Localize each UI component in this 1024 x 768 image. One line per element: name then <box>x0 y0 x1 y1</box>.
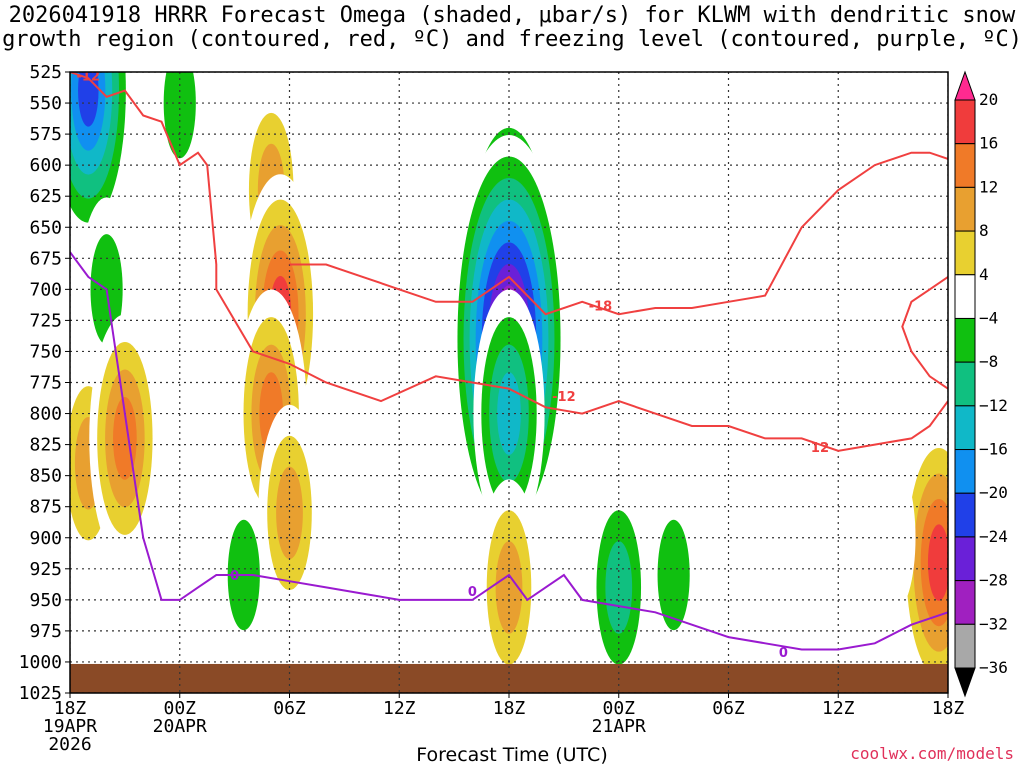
omega-cell-12 <box>276 466 303 560</box>
contour-label-6: 0 <box>779 646 788 661</box>
y-tick-label-0: 525 <box>29 62 62 83</box>
y-tick-label-4: 625 <box>29 186 62 207</box>
y-tick-label-12: 825 <box>29 435 62 456</box>
omega-cell-20 <box>657 519 690 631</box>
credit-text: coolwx.com/models <box>850 744 1014 763</box>
colorbar-label-3: 8 <box>979 221 989 240</box>
y-tick-label-6: 675 <box>29 248 62 269</box>
y-tick-label-9: 750 <box>29 341 62 362</box>
colorbar-label-9: −20 <box>979 483 1008 502</box>
colorbar-swatch-13 <box>954 623 976 669</box>
contour-label-2: -12 <box>552 390 576 405</box>
colorbar-label-10: −24 <box>979 527 1008 546</box>
omega-cell-7 <box>139 238 184 391</box>
plot-area: -12 -18 -12 12 0 0 0 <box>70 70 948 693</box>
colorbar-swatch-12 <box>954 580 976 625</box>
x-tick-label-5-0: 00Z <box>602 698 635 719</box>
x-tick-label-8-0: 18Z <box>932 698 965 719</box>
x-axis-title: Forecast Time (UTC) <box>416 744 608 766</box>
contour-label-0: -12 <box>77 70 101 85</box>
contour-label-4: 0 <box>230 569 239 584</box>
colorbar-swatch-3 <box>954 186 976 232</box>
y-tick-label-17: 950 <box>29 590 62 611</box>
contour-line-1 <box>289 151 948 316</box>
colorbar-label-0: 20 <box>979 90 998 109</box>
colorbar-swatch-4 <box>954 230 976 276</box>
y-tick-label-19: 1000 <box>19 652 62 673</box>
y-tick-label-2: 575 <box>29 124 62 145</box>
contour-label-5: 0 <box>468 585 477 600</box>
omega-cell-18 <box>431 511 477 664</box>
colorbar-label-13: −36 <box>979 658 1008 677</box>
y-tick-label-15: 900 <box>29 528 62 549</box>
omega-cell-19 <box>605 541 633 634</box>
x-tick-label-0-0: 18Z <box>54 698 87 719</box>
colorbar-swatch-11 <box>954 536 976 582</box>
colorbar-top-arrow <box>954 70 976 101</box>
omega-cell-21 <box>927 524 948 601</box>
colorbar-label-5: −4 <box>979 308 998 327</box>
colorbar-swatch-8 <box>954 405 976 451</box>
contour-label-3: 12 <box>811 441 829 456</box>
y-tick-label-18: 975 <box>29 621 62 642</box>
y-tick-label-20: 1025 <box>19 683 62 704</box>
contour-label-1: -18 <box>589 299 613 314</box>
y-tick-label-13: 850 <box>29 466 62 487</box>
colorbar-swatch-9 <box>954 449 976 494</box>
colorbar-swatch-7 <box>954 361 976 407</box>
x-tick-label-1-0: 00Z <box>163 698 196 719</box>
colorbar-swatch-5 <box>954 274 976 319</box>
y-tick-label-1: 550 <box>29 93 62 114</box>
x-tick-label-1-1: 20APR <box>153 716 207 737</box>
title-line-2: growth region (contoured, red, ºC) and f… <box>2 27 1022 52</box>
x-tick-label-5-1: 21APR <box>592 716 646 737</box>
contour-line-3 <box>70 251 948 651</box>
x-tick-label-0-1: 19APR <box>43 716 97 737</box>
omega-cell-2 <box>78 72 99 127</box>
colorbar-label-2: 12 <box>979 177 998 196</box>
x-tick-label-7-0: 12Z <box>822 698 855 719</box>
colorbar-swatch-2 <box>954 143 976 188</box>
y-tick-label-14: 875 <box>29 497 62 518</box>
x-tick-label-0-2: 2026 <box>48 734 91 755</box>
chart-title: 2026041918 HRRR Forecast Omega (shaded, … <box>0 4 1024 52</box>
y-tick-label-10: 775 <box>29 373 62 394</box>
x-tick-label-2-0: 06Z <box>273 698 306 719</box>
x-tick-label-3-0: 12Z <box>383 698 416 719</box>
colorbar-label-7: −12 <box>979 396 1008 415</box>
colorbar-label-1: 16 <box>979 134 998 153</box>
colorbar-swatch-1 <box>954 99 976 145</box>
colorbar-label-11: −28 <box>979 571 1008 590</box>
y-tick-label-8: 725 <box>29 310 62 331</box>
omega-cell-17 <box>495 541 523 634</box>
contour-line-2 <box>901 276 948 390</box>
y-tick-label-7: 700 <box>29 279 62 300</box>
colorbar-label-4: 4 <box>979 265 989 284</box>
y-tick-label-3: 600 <box>29 155 62 176</box>
contour-line-0 <box>70 72 948 452</box>
title-line-1: 2026041918 HRRR Forecast Omega (shaded, … <box>8 3 1016 28</box>
y-tick-label-5: 650 <box>29 217 62 238</box>
colorbar-label-6: −8 <box>979 352 998 371</box>
colorbar-label-12: −32 <box>979 614 1008 633</box>
colorbar-bottom-arrow <box>954 667 976 698</box>
x-tick-label-4-0: 18Z <box>493 698 526 719</box>
colorbar-swatch-6 <box>954 317 976 363</box>
colorbar-label-8: −16 <box>979 440 1008 459</box>
y-tick-label-11: 800 <box>29 404 62 425</box>
colorbar-swatch-10 <box>954 492 976 538</box>
x-tick-label-6-0: 06Z <box>712 698 745 719</box>
y-tick-label-16: 925 <box>29 559 62 580</box>
